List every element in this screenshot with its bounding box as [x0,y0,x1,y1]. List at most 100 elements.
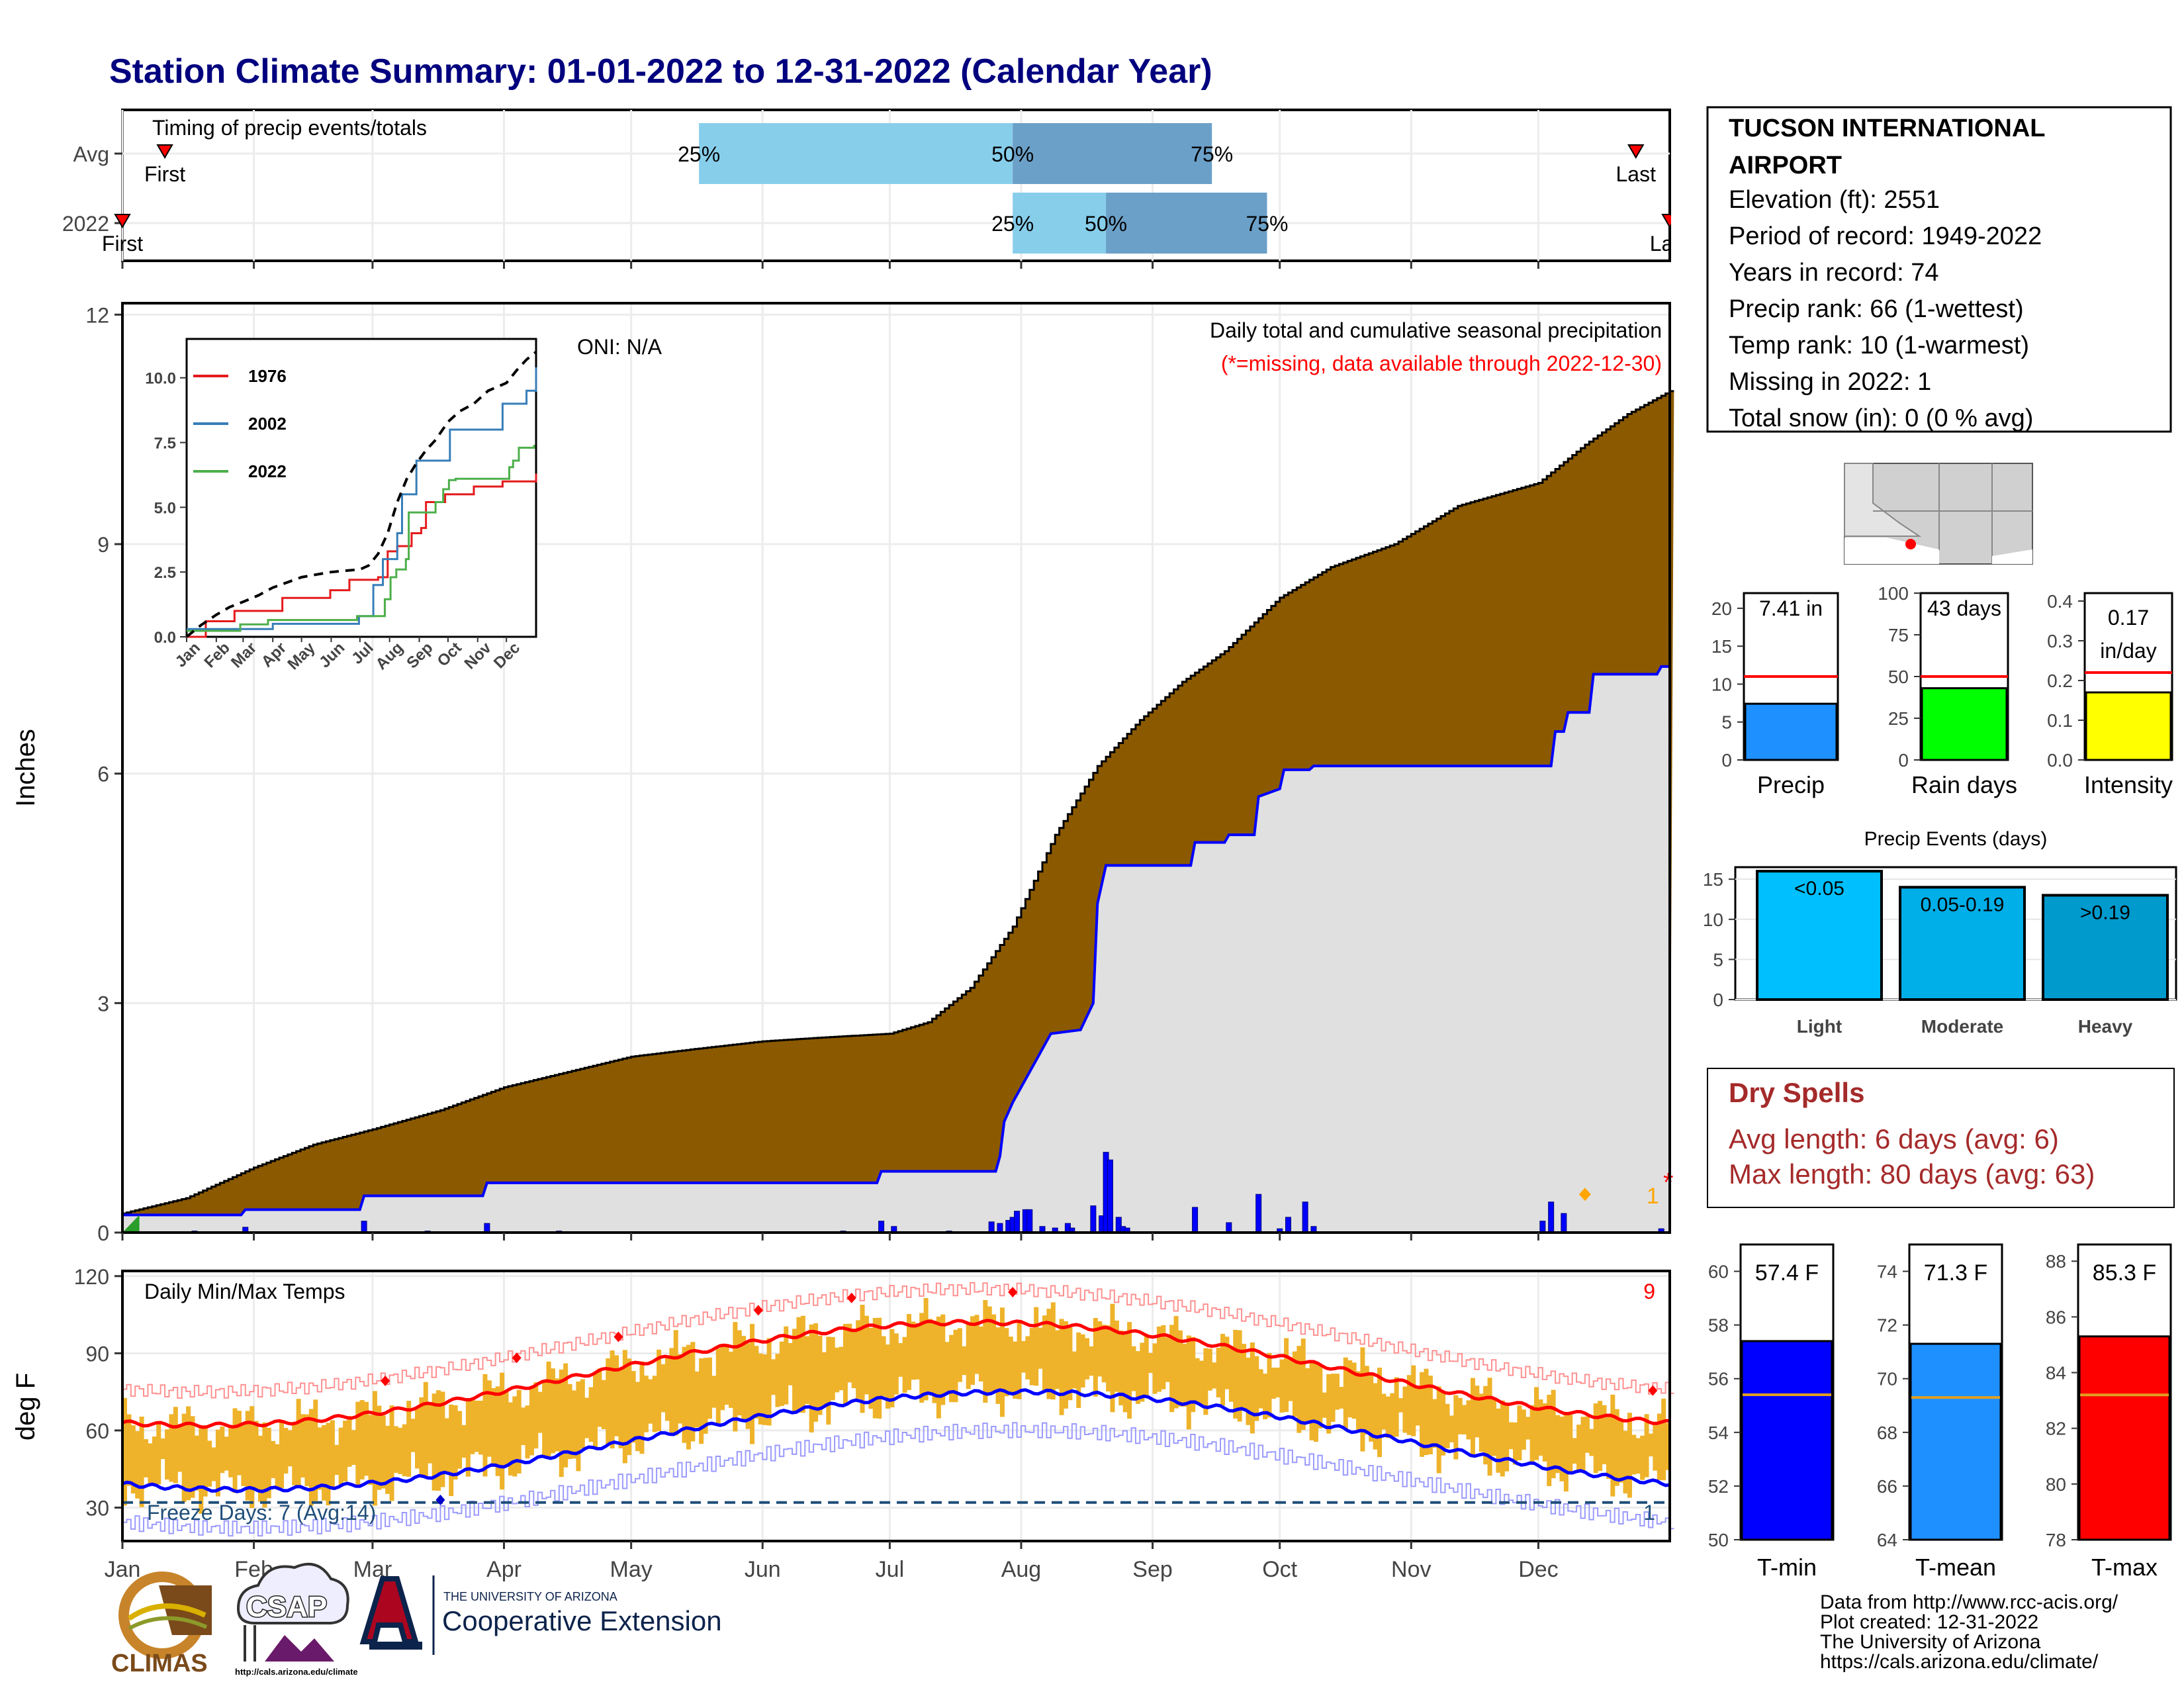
record-high-marker [381,1375,390,1386]
inset-series-line-1976 [187,473,537,638]
daily-temp-bar [648,1379,653,1424]
daily-temp-bar [669,1348,674,1435]
daily-temp-bar [1534,1387,1539,1460]
inset-legend-label: 1976 [248,366,287,386]
daily-temp-bar [1173,1316,1179,1409]
daily-temp-bar [953,1329,958,1403]
csap-logo-text: CSAP [246,1591,327,1623]
daily-temp-bar [978,1326,983,1382]
daily-temp-bar [639,1361,645,1454]
daily-temp-bar [970,1316,976,1385]
station-location-dot [1905,539,1916,549]
daily-temp-bar [1411,1365,1416,1436]
climas-logo-text: CLIMAS [111,1650,208,1677]
timing-panel: Timing of precip events/totals Avg 25% 50% 7… [62,109,1690,262]
daily-temp-bar [308,1409,314,1506]
daily-temp-bar [1008,1336,1013,1394]
daily-temp-bar [1457,1397,1463,1434]
daily-temp-bar [678,1354,683,1424]
daily-temp-bar [1572,1438,1577,1464]
daily-temp-bar [546,1361,551,1457]
daily-precip-bar [1014,1211,1021,1233]
timing-q25-label: 25% [678,142,720,166]
daily-temp-bar [1254,1356,1259,1421]
inset-series-line-2002 [187,367,537,630]
daily-temp-bar [313,1399,318,1501]
daily-temp-bar [253,1421,259,1490]
ua-logo: THE UNIVERSITY OF ARIZONA Cooperative Ex… [359,1575,722,1655]
daily-temp-bar [1118,1330,1124,1405]
daily-temp-bar [461,1425,467,1458]
daily-temp-bar [796,1317,801,1413]
daily-temp-bar [1004,1328,1009,1397]
first-event-label: First [102,232,143,256]
daily-temp-bar [1623,1430,1628,1494]
gauge-name-label: Rain days [1911,771,2017,798]
daily-temp-bar [1334,1374,1340,1410]
daily-temp-bar [771,1359,776,1395]
daily-temp-bar [741,1336,747,1421]
station-info-line: Period of record: 1949-2022 [1729,222,2042,250]
daily-temp-bar [389,1405,394,1501]
daily-temp-bar [1355,1371,1361,1430]
daily-temp-bar [1186,1335,1191,1430]
daily-temp-bar [826,1336,831,1425]
daily-temp-bar [1648,1433,1653,1457]
daily-precip-bar [1226,1222,1232,1233]
gauge-ytick-label: 74 [1877,1262,1897,1282]
daily-temp-bar [1466,1400,1471,1440]
daily-temp-bar [1551,1389,1556,1479]
daily-temp-bar [881,1336,886,1397]
daily-temp-bar [1182,1343,1187,1407]
daily-temp-bar [444,1418,449,1474]
daily-temp-bar [1436,1386,1441,1474]
record-daily-marker [1578,1188,1591,1201]
daily-temp-bar [856,1320,861,1399]
daily-temp-bar [1267,1353,1272,1418]
daily-temp-bar [504,1391,509,1465]
daily-temp-bar [614,1355,619,1436]
daily-temp-bar [703,1358,708,1434]
daily-precip-bar [1539,1221,1546,1233]
gauge-ytick-label: 70 [1877,1369,1897,1389]
first-event-label: First [144,162,185,186]
daily-temp-bar [436,1390,441,1491]
daily-temp-bar [173,1407,178,1483]
daily-temp-bar [470,1398,475,1454]
events-bar-heavy [2042,894,2169,1001]
daily-temp-bar [508,1402,513,1476]
daily-temp-bar [864,1315,869,1395]
daily-temp-bar [283,1427,289,1474]
daily-temp-bar [1144,1336,1149,1397]
last-event-label: Last [1650,232,1690,256]
daily-temp-bar [300,1414,306,1478]
daily-temp-bar [737,1330,742,1416]
events-category-label: Light [1797,1016,1842,1037]
daily-temp-bar [1653,1423,1658,1471]
first-event-marker [114,214,131,228]
daily-temp-bar [567,1383,572,1460]
month-axis-label: Nov [1391,1557,1431,1582]
daily-temp-bar [1318,1365,1323,1429]
daily-temp-bar [1169,1325,1175,1413]
precip-title: Daily total and cumulative seasonal prec… [1210,318,1662,342]
daily-temp-bar [1148,1352,1154,1374]
month-axis-label: Dec [1518,1557,1558,1582]
gauge-ytick-label: 64 [1877,1530,1897,1550]
avg-min-line [122,1388,1670,1493]
daily-temp-bar [152,1436,157,1485]
early-season-area [122,1215,140,1233]
daily-temp-bar [410,1419,416,1452]
daily-temp-bar [232,1408,238,1493]
daily-temp-bar [1258,1369,1263,1409]
station-info-box: TUCSON INTERNATIONAL AIRPORT Elevation (… [1706,106,2172,433]
freeze-days-label: Freeze Days: 7 (Avg:14) [147,1501,376,1524]
daily-temp-bar [393,1426,398,1473]
daily-temp-bar [618,1369,623,1448]
daily-temp-bar [983,1299,988,1403]
daily-precip-bar [1107,1159,1113,1233]
gauge-ytick-label: 20 [1711,598,1732,619]
daily-temp-bar [343,1421,348,1482]
daily-temp-bar [728,1351,733,1408]
